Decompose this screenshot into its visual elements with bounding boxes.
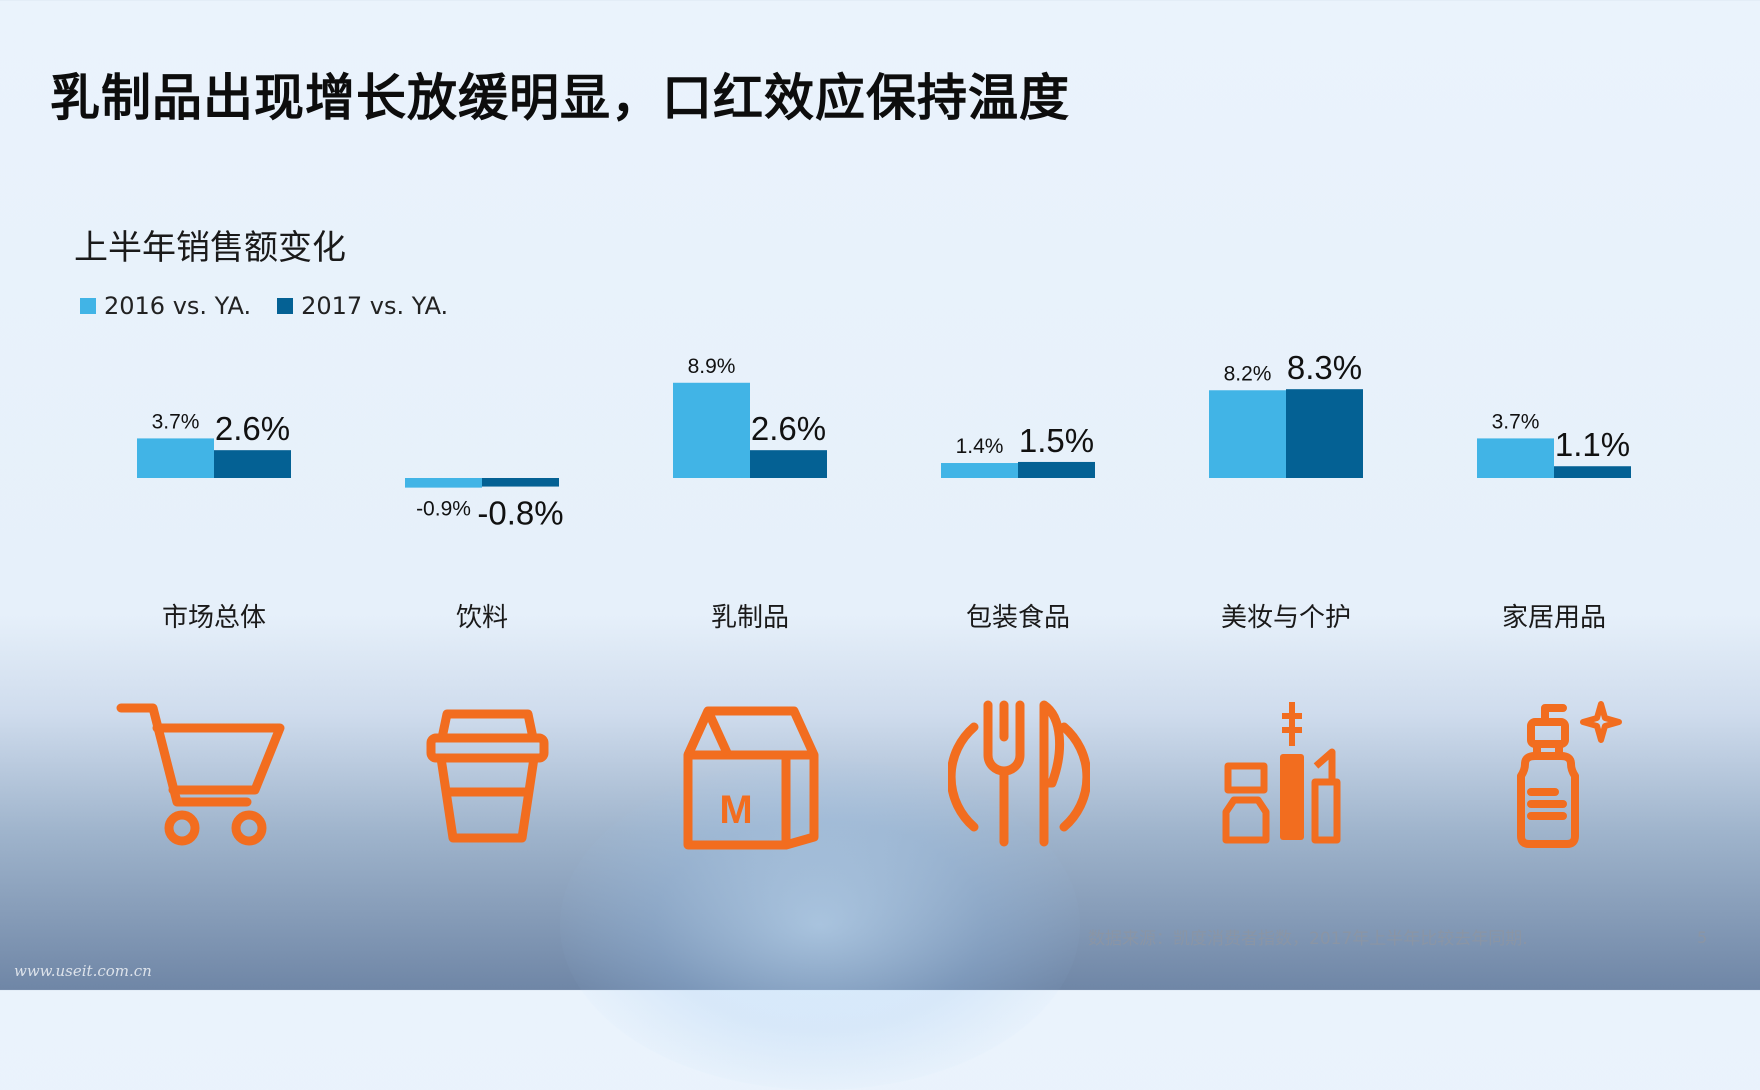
lotion-bottle-icon bbox=[1517, 701, 1622, 848]
svg-text:M: M bbox=[719, 788, 752, 832]
category-label-1: 饮料 bbox=[456, 603, 508, 633]
category-label-3: 包装食品 bbox=[966, 603, 1070, 633]
category-label-5: 家居用品 bbox=[1502, 603, 1606, 633]
shopping-cart-icon bbox=[116, 703, 285, 846]
data-label-2016-0: 3.7% bbox=[152, 410, 200, 433]
data-label-2016-4: 8.2% bbox=[1224, 362, 1272, 385]
chart-legend: 2016 vs. YA. 2017 vs. YA. bbox=[80, 292, 448, 320]
bar-2016-0 bbox=[137, 438, 214, 478]
category-label-2: 乳制品 bbox=[711, 603, 789, 633]
bar-2017-1 bbox=[482, 478, 559, 487]
cosmetics-icon bbox=[1222, 702, 1341, 844]
bar-2017-2 bbox=[750, 450, 827, 478]
data-label-2016-5: 3.7% bbox=[1492, 410, 1540, 433]
chart-subtitle: 上半年销售额变化 bbox=[74, 228, 346, 268]
legend-swatch-2016 bbox=[80, 298, 96, 314]
page-number: 5 bbox=[1697, 928, 1708, 947]
bar-2016-1 bbox=[405, 478, 482, 488]
bar-2017-3 bbox=[1018, 461, 1095, 478]
bar-2016-2 bbox=[673, 382, 750, 478]
data-label-2017-4: 8.3% bbox=[1287, 349, 1362, 386]
bar-2017-5 bbox=[1554, 466, 1631, 478]
watermark: www.useit.com.cn bbox=[14, 962, 152, 980]
drink-cup-icon bbox=[426, 709, 549, 843]
bar-chart: 3.7% 2.6% 市场总体 -0.9% -0.8% 饮料 8.9% 2.6% 乳制品 1.4% 1… bbox=[137, 349, 1631, 633]
bar-2016-4 bbox=[1209, 390, 1286, 478]
data-label-2017-2: 2.6% bbox=[751, 410, 826, 447]
page-title: 乳制品出现增长放缓明显，口红效应保持温度 bbox=[50, 69, 1070, 127]
legend-label-2016: 2016 vs. YA. bbox=[104, 292, 252, 320]
data-label-2017-0: 2.6% bbox=[215, 410, 290, 447]
plate-fork-knife-icon bbox=[948, 700, 1090, 847]
data-label-2016-2: 8.9% bbox=[688, 355, 736, 378]
legend-item-2017: 2017 vs. YA. bbox=[277, 292, 448, 320]
bar-2017-4 bbox=[1286, 389, 1363, 478]
data-label-2017-1: -0.8% bbox=[477, 495, 563, 532]
legend-swatch-2017 bbox=[277, 298, 294, 314]
data-label-2016-1: -0.9% bbox=[416, 498, 471, 521]
legend-label-2017: 2017 vs. YA. bbox=[301, 292, 449, 320]
data-label-2017-3: 1.5% bbox=[1019, 422, 1094, 459]
data-source-note: 数据来源：凯度消费者指数，2017年上半年比较去年同期. bbox=[1088, 929, 1528, 949]
bar-2016-5 bbox=[1477, 438, 1554, 478]
milk-carton-icon: M bbox=[683, 706, 819, 850]
data-label-2017-5: 1.1% bbox=[1555, 426, 1630, 463]
legend-item-2016: 2016 vs. YA. bbox=[80, 292, 251, 320]
category-label-4: 美妆与个护 bbox=[1221, 603, 1351, 633]
bar-2017-0 bbox=[214, 450, 291, 478]
bar-2016-3 bbox=[941, 463, 1018, 478]
data-label-2016-3: 1.4% bbox=[956, 435, 1004, 458]
category-label-0: 市场总体 bbox=[162, 603, 266, 633]
